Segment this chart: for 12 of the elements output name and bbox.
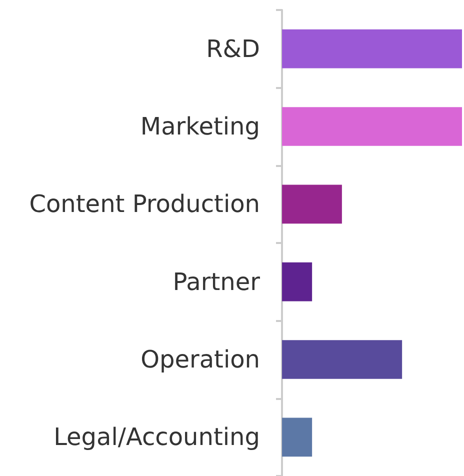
y-tick-label: Legal/Accounting	[54, 423, 260, 452]
y-tick-label: Marketing	[140, 112, 260, 140]
bar	[282, 340, 402, 379]
y-tick-label: Partner	[172, 268, 260, 296]
bar	[282, 418, 312, 457]
bar	[282, 29, 462, 68]
y-tick-label: Operation	[140, 346, 260, 374]
bar	[282, 262, 312, 302]
bar	[282, 184, 342, 224]
y-tick-label: R&D	[206, 34, 260, 63]
bar	[282, 107, 462, 146]
y-tick-label: Content Production	[29, 190, 260, 218]
